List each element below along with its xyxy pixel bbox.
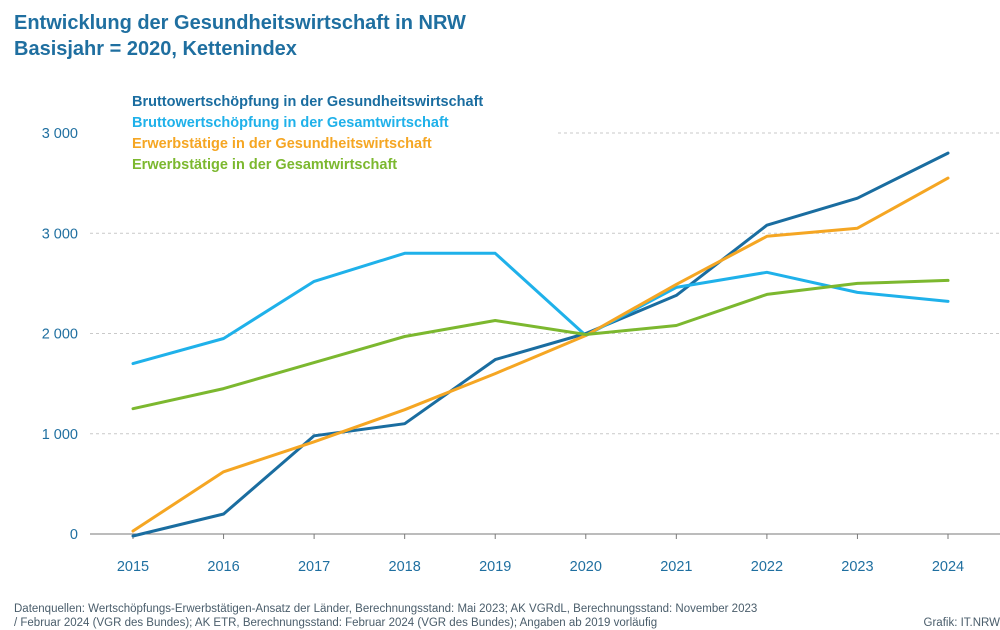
x-tick-label: 2020: [570, 559, 602, 575]
y-tick-label: 1 000: [42, 427, 78, 443]
x-tick-label: 2022: [751, 559, 783, 575]
y-axis-ticks: 0 1 000 2 000 3 000 3 000: [42, 126, 78, 543]
x-tick-label: 2023: [841, 559, 873, 575]
x-tick-label: 2015: [117, 559, 149, 575]
source-line-2: / Februar 2024 (VGR des Bundes); AK ETR,…: [14, 617, 658, 629]
x-tick-label: 2024: [932, 559, 964, 575]
chart-title: Entwicklung der Gesundheitswirtschaft in…: [14, 10, 466, 62]
series-lines: [131, 151, 950, 538]
y-tick-label: 3 000: [42, 226, 78, 242]
legend-entry-4: Erwerbstätige in der Gesamtwirtschaft: [132, 157, 398, 173]
grid-lines: [90, 132, 1000, 535]
legend-entry-1: Bruttowertschöpfung in der Gesundheitswi…: [132, 94, 484, 110]
chart-title-line2: Basisjahr = 2020, Kettenindex: [14, 38, 297, 60]
chart-title-line1: Entwicklung der Gesundheitswirtschaft in…: [14, 12, 466, 34]
x-tick-label: 2018: [389, 559, 421, 575]
y-tick-label: 2 000: [42, 327, 78, 343]
y-tick-label: 3 000: [42, 126, 78, 142]
series-line-3: [131, 176, 950, 533]
data-sources: Datenquellen: Wertschöpfungs-Erwerbstäti…: [14, 602, 1000, 630]
graphic-credit: Grafik: IT.NRW: [923, 617, 1000, 629]
series-line-2: [131, 251, 950, 366]
x-tick-label: 2016: [207, 559, 239, 575]
chart-legend: Bruttowertschöpfung in der Gesundheitswi…: [132, 92, 483, 176]
x-tick-label: 2019: [479, 559, 511, 575]
legend-entry-2: Bruttowertschöpfung in der Gesamtwirtsch…: [132, 115, 449, 131]
x-axis: 2015 2016 2017 2018 2019 2020 2021 2022 2023 2024: [117, 534, 964, 575]
x-tick-label: 2017: [298, 559, 330, 575]
source-line-1: Datenquellen: Wertschöpfungs-Erwerbstäti…: [14, 603, 758, 615]
y-tick-label: 0: [70, 527, 78, 543]
x-tick-label: 2021: [660, 559, 692, 575]
legend-entry-3: Erwerbstätige in der Gesundheitswirtscha…: [132, 136, 432, 152]
series-line-4: [131, 278, 950, 411]
series-line-1: [131, 151, 950, 538]
